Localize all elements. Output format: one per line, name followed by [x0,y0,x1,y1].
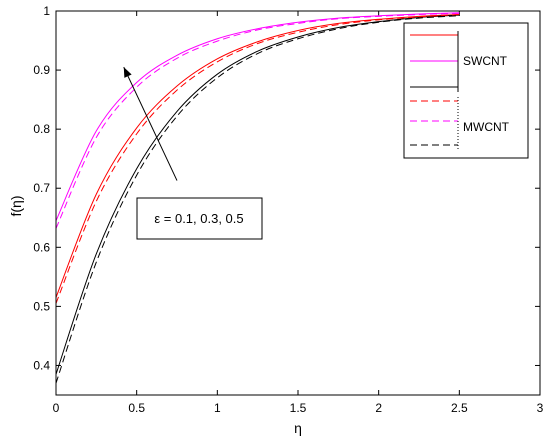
x-axis-label: η [294,420,302,436]
legend-label-mwcnt: MWCNT [463,120,510,134]
y-axis-label: f(η) [8,196,24,217]
x-tick-label: 0.5 [128,401,145,415]
annotation-box: ε = 0.1, 0.3, 0.5 [136,197,263,240]
series-line-swcnt-2 [55,14,460,375]
legend-label-swcnt: SWCNT [463,54,508,68]
y-axis-ticks: 0.4 0.5 0.6 0.7 0.8 0.9 1 [33,4,540,372]
x-tick-label: 1 [214,401,221,415]
arrow-head [123,67,132,78]
series-line-swcnt-1 [55,12,460,221]
legend: SWCNT MWCNT [403,22,529,159]
annotation-text: ε = 0.1, 0.3, 0.5 [154,211,243,226]
x-tick-label: 2.5 [451,401,468,415]
x-tick-label: 0 [53,401,60,415]
y-tick-label: 0.5 [33,299,50,313]
y-tick-label: 0.8 [33,122,50,136]
legend-frame [403,22,529,159]
legend-items [410,31,459,150]
annotation-frame [136,197,263,240]
y-tick-label: 1 [43,4,50,18]
y-tick-label: 0.9 [33,63,50,77]
y-tick-label: 0.6 [33,240,50,254]
series-line-mwcnt-3 [55,14,460,304]
x-tick-label: 2 [375,401,382,415]
arrow-shaft [123,66,178,181]
x-tick-label: 3 [537,401,544,415]
series-layer [55,12,460,384]
y-tick-label: 0.7 [33,181,50,195]
series-line-swcnt-0 [55,14,460,298]
series-line-mwcnt-5 [55,15,460,384]
series-line-mwcnt-4 [55,12,460,229]
annotation-arrow [123,66,178,181]
x-tick-label: 1.5 [290,401,307,415]
y-tick-label: 0.4 [33,358,50,372]
plot-frame [55,10,541,396]
